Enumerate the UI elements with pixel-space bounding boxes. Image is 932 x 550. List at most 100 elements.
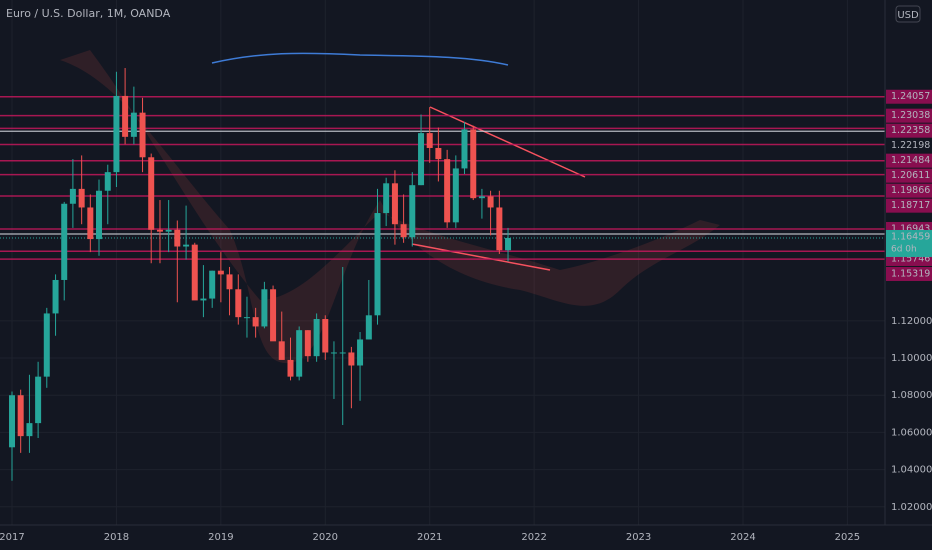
price-badge: [886, 138, 932, 153]
candle-body: [304, 330, 311, 357]
candle-body: [17, 395, 24, 437]
candle-body: [357, 339, 364, 366]
price-label: 1.22358: [891, 125, 930, 136]
price-label: 1.22198: [891, 140, 930, 151]
cloud: [60, 50, 720, 364]
trend-line: [411, 243, 551, 271]
price-label: 1.23038: [891, 110, 930, 121]
candle-body: [61, 203, 68, 280]
candle-body: [104, 172, 111, 191]
price-label: 1.15746: [891, 253, 930, 264]
candle-body: [26, 423, 33, 437]
candle-body: [87, 207, 94, 240]
candle-body: [183, 244, 190, 247]
candle-body: [444, 159, 451, 223]
price-badge: [886, 198, 932, 213]
candle-body: [313, 319, 320, 357]
candle-body: [113, 95, 120, 173]
candle-body: [505, 237, 512, 251]
candle-body: [383, 183, 390, 214]
price-label: 1.16943: [891, 223, 930, 234]
x-tick-label: 2018: [104, 532, 129, 543]
candle-body: [69, 188, 76, 204]
candle-body: [52, 279, 59, 314]
candle-body: [418, 133, 425, 186]
candle-body: [156, 229, 163, 232]
price-badge: [886, 183, 932, 198]
candle-body: [487, 196, 494, 208]
x-tick-label: 2024: [730, 532, 755, 543]
price-label: 1.21484: [891, 155, 930, 166]
candle-body: [217, 270, 224, 275]
price-label: 1.15319: [891, 268, 930, 279]
candle-body: [470, 129, 477, 199]
candle-body: [148, 157, 155, 230]
candle-body: [43, 313, 50, 377]
candle-body: [130, 112, 137, 137]
candle-body: [122, 95, 129, 137]
candle-body: [200, 298, 207, 301]
price-label: 1.20611: [891, 170, 930, 181]
candle-body: [209, 270, 216, 299]
chart-title: Euro / U.S. Dollar, 1M, OANDA: [6, 7, 171, 20]
x-tick-label: 2023: [626, 532, 651, 543]
currency-button[interactable]: [895, 5, 921, 23]
price-badge: [886, 108, 932, 123]
candle-body: [78, 188, 85, 208]
candle-body: [270, 289, 277, 342]
price-label: 1.24057: [891, 91, 930, 102]
candle-body: [452, 168, 459, 223]
candle-body: [191, 244, 198, 301]
candle-body: [409, 185, 416, 238]
candles: [9, 68, 512, 481]
x-tick-label: 2020: [313, 532, 338, 543]
candle-body: [226, 274, 233, 290]
x-tick-label: 2021: [417, 532, 442, 543]
candle-body: [9, 395, 16, 448]
candle-body: [435, 147, 442, 160]
candle-body: [261, 289, 268, 327]
candle-body: [461, 129, 468, 169]
candle-body: [287, 359, 294, 377]
price-badge: [886, 266, 932, 281]
candle-body: [391, 183, 398, 225]
price-badge: [886, 123, 932, 138]
trend-line: [429, 106, 586, 178]
y-tick-label: 1.10000: [891, 353, 932, 364]
price-label: 1.19866: [891, 185, 930, 196]
price-label: 1.18717: [891, 200, 930, 211]
candle-body: [330, 352, 337, 354]
currency[interactable]: USD: [897, 10, 919, 21]
countdown: 6d 0h: [891, 244, 917, 254]
levels: [0, 95, 885, 260]
y-tick-label: 1.08000: [891, 390, 932, 401]
candle-body: [348, 352, 355, 366]
candle-body: [496, 207, 503, 251]
price-badge: [886, 89, 932, 104]
candle-body: [139, 112, 146, 158]
candle-body: [365, 315, 372, 340]
price-badge: [886, 153, 932, 168]
y-tick-label: 1.02000: [891, 502, 932, 513]
x-tick-label: 2017: [0, 532, 25, 543]
last-price-badge: [886, 229, 932, 257]
candle-body: [35, 376, 42, 424]
candle-body: [243, 317, 250, 319]
moving-average: [211, 52, 509, 66]
candle-body: [235, 289, 242, 318]
candle-body: [426, 133, 433, 148]
y-tick-label: 1.06000: [891, 427, 932, 438]
price-badge: [886, 168, 932, 183]
candle-body: [374, 213, 381, 316]
candle-body: [478, 196, 485, 199]
axes: 1.02000 1.04000 1.06000 1.08000 1.10000 1.120…: [0, 89, 932, 543]
x-tick-label: 2022: [521, 532, 546, 543]
candle-body: [174, 229, 181, 247]
y-tick-label: 1.04000: [891, 465, 932, 476]
y-tick-label: 1.12000: [891, 316, 932, 327]
candle-body: [252, 317, 259, 327]
candle-body: [400, 224, 407, 238]
